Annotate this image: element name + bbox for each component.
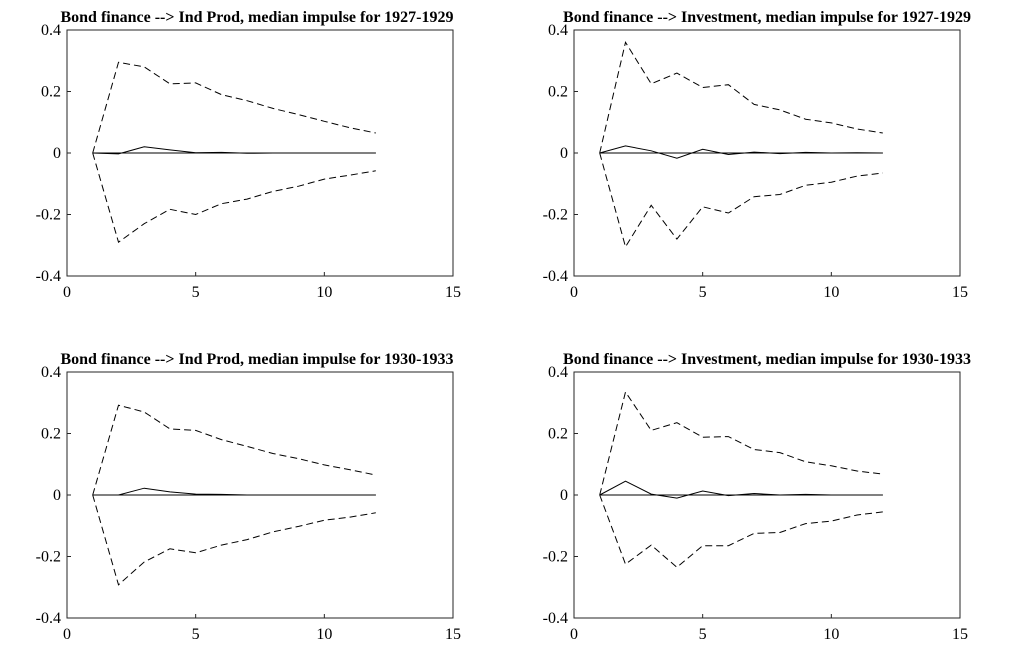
x-tick-label: 15 — [445, 626, 461, 643]
y-tick-label: -0.2 — [543, 549, 568, 566]
plot-area: 0 5 10 15 0.4 0.2 0 -0.2 -0.4 — [543, 364, 968, 643]
y-tick-label: 0.4 — [548, 364, 568, 381]
median-impulse-line — [92, 487, 376, 496]
x-tick-label: 5 — [699, 284, 707, 301]
y-tick-label: 0 — [53, 145, 61, 162]
y-tick-label: -0.2 — [543, 207, 568, 224]
panel-ip-1930-1933: Bond finance --> Ind Prod, median impuls… — [36, 351, 461, 643]
y-tick-label: 0.4 — [548, 22, 568, 39]
x-tick-label: 15 — [952, 284, 968, 301]
x-tick-label: 10 — [316, 284, 332, 301]
upper-band-line — [599, 390, 883, 496]
upper-band-line — [599, 41, 883, 154]
x-tick-label: 10 — [823, 626, 839, 643]
x-tick-label: 5 — [192, 284, 200, 301]
x-tick-label: 5 — [192, 626, 200, 643]
lower-band-line — [599, 152, 883, 249]
y-tick-label: 0.2 — [41, 426, 61, 443]
y-tick-label: -0.2 — [36, 207, 61, 224]
y-tick-label: 0 — [53, 487, 61, 504]
lower-band-line — [599, 494, 883, 568]
x-tick-label: 15 — [952, 626, 968, 643]
panel-investment-1930-1933: Bond finance --> Investment, median impu… — [543, 351, 971, 643]
plot-area: 0 5 10 15 0.4 0.2 0 -0.2 -0.4 — [543, 22, 968, 301]
upper-band-line — [92, 404, 376, 496]
panel-title: Bond finance --> Ind Prod, median impuls… — [60, 9, 453, 26]
panel-investment-1927-1929: Bond finance --> Investment, median impu… — [543, 9, 971, 301]
y-tick-label: 0.2 — [548, 84, 568, 101]
x-tick-label: 5 — [699, 626, 707, 643]
x-tick-label: 0 — [570, 626, 578, 643]
x-tick-label: 0 — [63, 284, 71, 301]
median-impulse-line — [599, 480, 883, 499]
x-tick-label: 0 — [570, 284, 578, 301]
y-tick-label: -0.2 — [36, 549, 61, 566]
median-impulse-line — [92, 146, 376, 155]
y-tick-label: -0.4 — [543, 610, 568, 627]
y-tick-label: 0.4 — [41, 364, 61, 381]
y-tick-label: -0.4 — [543, 268, 568, 285]
x-tick-label: 0 — [63, 626, 71, 643]
median-impulse-line — [599, 145, 883, 159]
plot-area: 0 5 10 15 0.4 0.2 0 -0.2 -0.4 — [36, 364, 461, 643]
x-tick-label: 10 — [316, 626, 332, 643]
y-tick-label: 0 — [560, 145, 568, 162]
y-tick-label: 0 — [560, 487, 568, 504]
lower-band-line — [92, 152, 376, 244]
plot-area: 0 5 10 15 0.4 0.2 0 -0.2 -0.4 — [36, 22, 461, 301]
lower-band-line — [92, 494, 376, 586]
x-tick-label: 10 — [823, 284, 839, 301]
panel-ip-1927-1929: Bond finance --> Ind Prod, median impuls… — [36, 9, 461, 301]
panel-title: Bond finance --> Investment, median impu… — [563, 9, 971, 26]
upper-band-line — [92, 61, 376, 154]
y-tick-label: -0.4 — [36, 610, 61, 627]
panel-title: Bond finance --> Investment, median impu… — [563, 351, 971, 368]
y-tick-label: 0.2 — [548, 426, 568, 443]
y-tick-label: -0.4 — [36, 268, 61, 285]
panel-title: Bond finance --> Ind Prod, median impuls… — [60, 351, 453, 368]
y-tick-label: 0.4 — [41, 22, 61, 39]
y-tick-label: 0.2 — [41, 84, 61, 101]
x-tick-label: 15 — [445, 284, 461, 301]
